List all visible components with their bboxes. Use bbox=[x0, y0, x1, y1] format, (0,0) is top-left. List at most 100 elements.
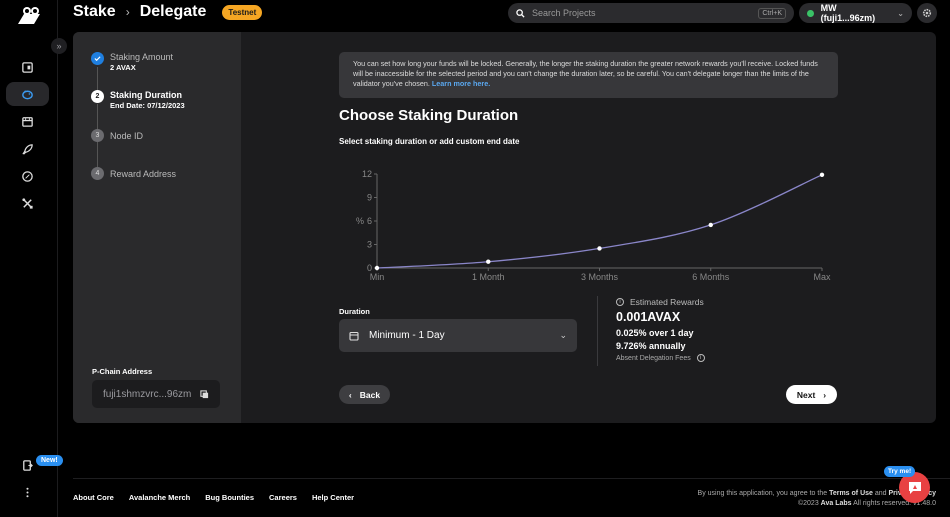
footer-links: About Core Avalanche Merch Bug Bounties … bbox=[73, 493, 354, 502]
settings-button[interactable] bbox=[917, 3, 937, 23]
pchain-address-value: fuji1shmzvrc...96zm bbox=[103, 388, 192, 400]
company-name: Ava Labs bbox=[820, 500, 852, 507]
footer-link-merch[interactable]: Avalanche Merch bbox=[128, 493, 191, 502]
step-title: Reward Address bbox=[110, 169, 177, 179]
calendar-icon bbox=[349, 331, 359, 341]
svg-text:6: 6 bbox=[367, 216, 372, 226]
step-title: Staking Duration bbox=[110, 90, 183, 100]
step-reward-address[interactable]: 4 Reward Address bbox=[91, 167, 176, 180]
step-sub: 2 AVAX bbox=[110, 63, 136, 72]
nav-rail: New! bbox=[0, 0, 63, 517]
rail-item-tools[interactable] bbox=[6, 191, 49, 215]
step-number: 2 bbox=[91, 90, 104, 103]
check-icon bbox=[91, 52, 104, 65]
back-label: Back bbox=[359, 389, 381, 400]
gear-icon bbox=[922, 8, 932, 18]
account-selector[interactable]: MW (fuji1...96zm) ⌄ bbox=[799, 3, 912, 23]
core-logo-icon[interactable] bbox=[16, 6, 42, 26]
rewards-amount: 0.001AVAX bbox=[616, 310, 681, 324]
rewards-label: Estimated Rewards bbox=[630, 297, 704, 307]
back-button[interactable]: ‹ Back bbox=[339, 385, 390, 404]
search-shortcut: Ctrl+K bbox=[758, 7, 786, 19]
step-staking-duration[interactable]: 2 Staking Duration End Date: 07/12/2023 bbox=[91, 90, 185, 110]
compass-icon bbox=[22, 170, 33, 182]
chevron-down-icon: ⌄ bbox=[897, 8, 904, 18]
wallet-icon bbox=[22, 61, 33, 73]
svg-text:6 Months: 6 Months bbox=[692, 272, 730, 282]
svg-text:12: 12 bbox=[362, 169, 372, 179]
step-title: Staking Amount bbox=[110, 52, 174, 62]
svg-text:Min: Min bbox=[370, 272, 385, 282]
duration-select[interactable]: Minimum - 1 Day ⌄ bbox=[339, 319, 577, 352]
store-icon bbox=[22, 116, 33, 127]
info-icon[interactable]: i bbox=[616, 298, 624, 306]
breadcrumb-delegate: Delegate bbox=[139, 3, 207, 20]
svg-text:3 Months: 3 Months bbox=[581, 272, 619, 282]
legal-prefix: By using this application, you agree to … bbox=[697, 490, 828, 497]
rail-item-mobile-app[interactable] bbox=[6, 453, 49, 477]
rewards-annual: 9.726% annually bbox=[616, 341, 686, 351]
rewards-chart[interactable]: 0 3 6 9 12% Min 1 Month 3 Months 6 Months Max bbox=[339, 160, 838, 290]
search-input[interactable]: Search Projects Ctrl+K bbox=[508, 3, 794, 23]
footer-link-about[interactable]: About Core bbox=[73, 493, 114, 502]
try-me-badge: Try me! bbox=[884, 466, 916, 477]
step-sub: End Date: 07/12/2023 bbox=[110, 101, 185, 110]
stepper: Staking Amount 2 AVAX 2 Staking Duration… bbox=[73, 32, 241, 423]
copyright: ©2023 bbox=[797, 500, 819, 507]
mobile-device-icon bbox=[23, 459, 33, 471]
feedback-button[interactable] bbox=[899, 472, 930, 503]
expand-sidebar-button[interactable]: » bbox=[51, 38, 67, 54]
rocket-icon bbox=[22, 143, 33, 155]
svg-text:3: 3 bbox=[367, 240, 372, 250]
learn-more-link[interactable]: Learn more here. bbox=[431, 79, 491, 88]
duration-value: Minimum - 1 Day bbox=[369, 330, 445, 341]
info-text: You can set how long your funds will be … bbox=[353, 59, 818, 88]
rewards-period: 0.025% over 1 day bbox=[616, 328, 694, 338]
info-icon[interactable]: i bbox=[696, 354, 705, 362]
search-icon bbox=[516, 8, 525, 18]
breadcrumb: Stake › Delegate Testnet bbox=[73, 3, 263, 21]
page-subtitle: Select staking duration or add custom en… bbox=[339, 137, 520, 146]
step-connector bbox=[97, 67, 98, 91]
step-node-id[interactable]: 3 Node ID bbox=[91, 129, 143, 142]
chevron-left-icon: ‹ bbox=[348, 389, 352, 400]
copy-icon[interactable] bbox=[200, 389, 209, 399]
chevron-right-icon: › bbox=[823, 389, 827, 400]
rail-item-launch[interactable] bbox=[6, 137, 49, 161]
estimated-rewards: i Estimated Rewards 0.001AVAX 0.025% over… bbox=[616, 297, 705, 362]
rail-more-button[interactable] bbox=[6, 480, 49, 504]
rail-item-explore[interactable] bbox=[6, 164, 49, 188]
version: v1.48.0 bbox=[913, 500, 936, 507]
next-button[interactable]: Next › bbox=[786, 385, 837, 404]
step-connector bbox=[97, 104, 98, 130]
step-staking-amount[interactable]: Staking Amount 2 AVAX bbox=[91, 52, 173, 72]
step-number: 3 bbox=[91, 129, 104, 142]
pchain-address-label: P-Chain Address bbox=[92, 367, 153, 376]
breadcrumb-stake[interactable]: Stake bbox=[73, 3, 116, 20]
step-connector bbox=[97, 142, 98, 167]
account-label: MW (fuji1...96zm) bbox=[820, 3, 876, 23]
rail-item-portfolio[interactable] bbox=[6, 55, 49, 79]
delegation-fee-note: Absent Delegation Fees bbox=[616, 354, 691, 362]
footer-link-careers[interactable]: Careers bbox=[269, 493, 297, 502]
svg-text:Max: Max bbox=[813, 272, 831, 282]
footer-link-bug-bounties[interactable]: Bug Bounties bbox=[205, 493, 255, 502]
svg-text:9: 9 bbox=[367, 193, 372, 203]
rights: All rights reserved. bbox=[853, 500, 912, 507]
footer-link-help[interactable]: Help Center bbox=[311, 493, 355, 502]
svg-text:1 Month: 1 Month bbox=[472, 272, 505, 282]
divider bbox=[597, 296, 598, 366]
svg-text:%: % bbox=[356, 216, 364, 226]
step-title: Node ID bbox=[110, 131, 144, 141]
terms-link[interactable]: Terms of Use bbox=[829, 490, 873, 497]
more-vertical-icon bbox=[26, 487, 29, 497]
pchain-address-field: fuji1shmzvrc...96zm bbox=[92, 380, 220, 408]
svg-text:0: 0 bbox=[367, 263, 372, 273]
rail-item-stake[interactable] bbox=[6, 82, 49, 106]
chat-bubble-icon bbox=[908, 481, 921, 494]
footer-divider bbox=[73, 478, 950, 479]
chevron-right-icon: › bbox=[125, 5, 130, 19]
tools-icon bbox=[22, 197, 33, 209]
rail-item-store[interactable] bbox=[6, 109, 49, 133]
delegate-card: Staking Amount 2 AVAX 2 Staking Duration… bbox=[73, 32, 936, 423]
